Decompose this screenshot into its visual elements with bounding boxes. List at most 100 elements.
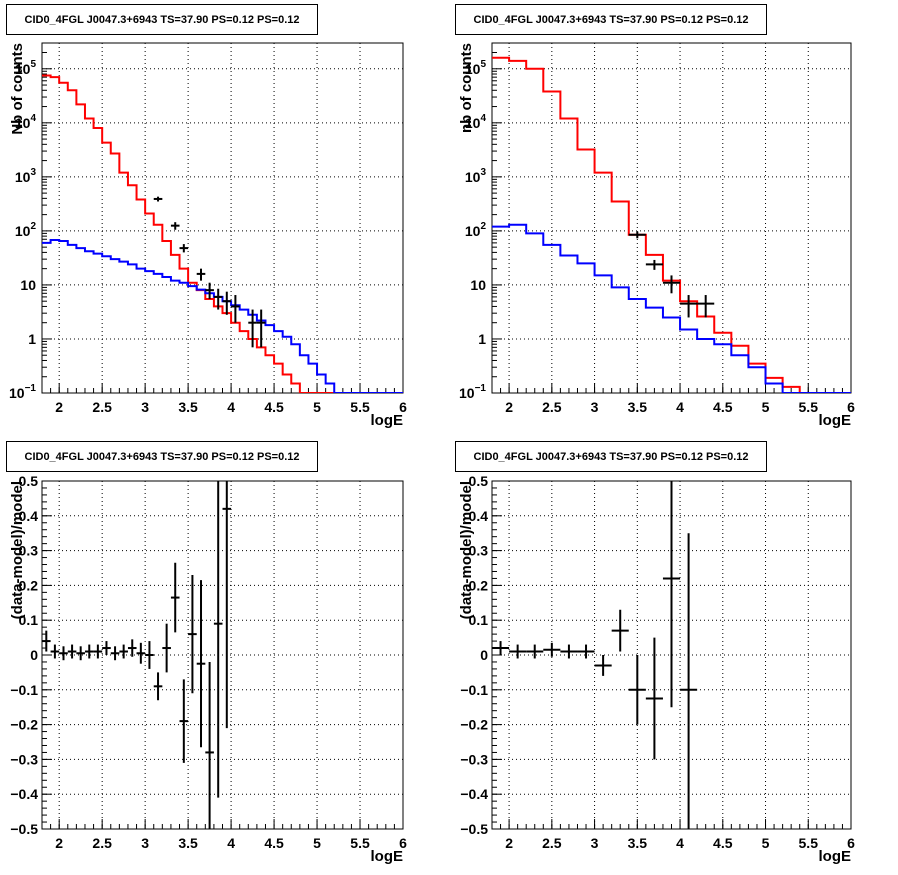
data-point: [680, 533, 698, 829]
data-point: [662, 481, 681, 708]
tick-exponent: 4: [480, 113, 486, 124]
tick-base: 10: [15, 61, 31, 77]
y-tick-label: 0.2: [469, 577, 489, 593]
y-tick-label: 104: [465, 113, 487, 131]
data-point: [222, 481, 232, 729]
y-tick-label: 105: [15, 59, 37, 77]
data-point: [179, 244, 189, 253]
data-point: [179, 679, 189, 763]
x-tick-label: 3: [141, 835, 149, 851]
data-point: [222, 291, 232, 315]
data-point: [697, 295, 715, 318]
y-tick-label: 10: [470, 277, 486, 293]
x-tick-label: 2: [55, 399, 63, 415]
x-tick-label: 2: [505, 399, 513, 415]
tick-base: 10: [465, 169, 481, 185]
plot-frame: [41, 480, 404, 830]
data-point: [611, 609, 629, 652]
x-tick-label: 4.5: [713, 835, 733, 851]
y-tick-label: −0.1: [460, 682, 488, 698]
x-tick-label: 4: [676, 835, 684, 851]
x-tick-label: 6: [847, 399, 855, 415]
x-tick-label: 3: [141, 399, 149, 415]
data-point: [170, 222, 180, 230]
y-tick-label: −0.2: [460, 717, 488, 733]
y-tick-label: −0.4: [460, 786, 488, 802]
y-axis-label: Nb of counts: [9, 43, 26, 135]
tick-base: 10: [459, 385, 475, 401]
x-axis-label: logE: [819, 848, 852, 865]
data-point: [110, 646, 120, 661]
tick-exponent: 2: [30, 221, 36, 232]
x-tick-label: 2.5: [92, 399, 112, 415]
data-point: [188, 574, 197, 694]
x-tick-label: 5.5: [799, 835, 819, 851]
plot-title: CID0_4FGL J0047.3+6943 TS=37.90 PS=0.12 …: [6, 441, 318, 472]
tick-exponent: 4: [30, 113, 36, 124]
x-tick-label: 6: [399, 835, 407, 851]
y-tick-label: 0.5: [19, 473, 39, 489]
data-point: [119, 644, 128, 659]
y-tick-label: 1: [28, 331, 36, 347]
data-point: [645, 637, 663, 760]
plot-title: CID0_4FGL J0047.3+6943 TS=37.90 PS=0.12 …: [455, 441, 767, 472]
blue-model-histogram: [492, 223, 851, 393]
y-tick-label: 10−1: [9, 383, 36, 401]
x-tick-label: 5.5: [350, 835, 370, 851]
data-point: [153, 196, 163, 202]
red-model-histogram: [492, 56, 851, 393]
data-point: [680, 295, 698, 318]
chart-svg: 2 2.5 3 3.5 4 4.5 5 5.5 610−1110102103104105logE…: [458, 42, 855, 429]
data-point: [492, 641, 510, 655]
x-tick-label: 3: [591, 835, 599, 851]
x-tick-label: 3.5: [628, 835, 648, 851]
y-tick-label: 0.4: [19, 508, 39, 524]
data-point: [162, 623, 171, 673]
x-tick-label: 2.5: [542, 835, 562, 851]
y-tick-label: −0.3: [10, 751, 38, 767]
x-tick-label: 6: [399, 399, 407, 415]
data-point: [509, 644, 527, 659]
y-tick-label: 0.1: [19, 612, 39, 628]
x-tick-label: 4: [227, 399, 235, 415]
data-point: [136, 642, 146, 664]
y-tick-label: 0.3: [19, 543, 39, 559]
data-point: [213, 288, 223, 310]
tick-exponent: 3: [30, 167, 36, 178]
y-tick-label: 0.3: [469, 543, 489, 559]
y-tick-label: −0.1: [10, 682, 38, 698]
data-point: [42, 630, 51, 652]
data-point: [170, 562, 180, 633]
y-axis-label: nb of counts: [458, 43, 475, 133]
y-tick-label: 104: [15, 113, 37, 131]
x-tick-label: 3.5: [628, 399, 648, 415]
tick-base: 10: [465, 223, 481, 239]
x-tick-label: 4.5: [264, 835, 284, 851]
y-tick-label: 105: [465, 59, 487, 77]
y-tick-label: 0.5: [469, 473, 489, 489]
data-point: [153, 672, 163, 701]
data-point: [577, 644, 595, 659]
y-tick-label: 0.2: [19, 577, 39, 593]
y-tick-label: 1: [478, 331, 486, 347]
tick-exponent: 5: [30, 59, 36, 70]
tick-base: 10: [9, 385, 25, 401]
data-point: [594, 655, 612, 676]
data-point: [628, 231, 646, 239]
y-tick-label: 102: [15, 221, 37, 239]
x-tick-label: 5.5: [350, 399, 370, 415]
tick-exponent: 5: [480, 59, 486, 70]
x-tick-label: 3.5: [178, 399, 198, 415]
data-point: [231, 295, 240, 323]
data-point: [248, 309, 257, 348]
x-tick-label: 5: [762, 399, 770, 415]
y-tick-label: −0.2: [10, 717, 38, 733]
data-point: [67, 644, 77, 659]
y-axis-label: (data-model)/model: [458, 481, 475, 619]
x-tick-label: 6: [847, 835, 855, 851]
y-tick-label: 10: [20, 277, 36, 293]
tick-base: 10: [15, 223, 31, 239]
data-point: [560, 644, 578, 659]
x-axis-label: logE: [371, 848, 404, 865]
x-tick-label: 4: [227, 835, 235, 851]
